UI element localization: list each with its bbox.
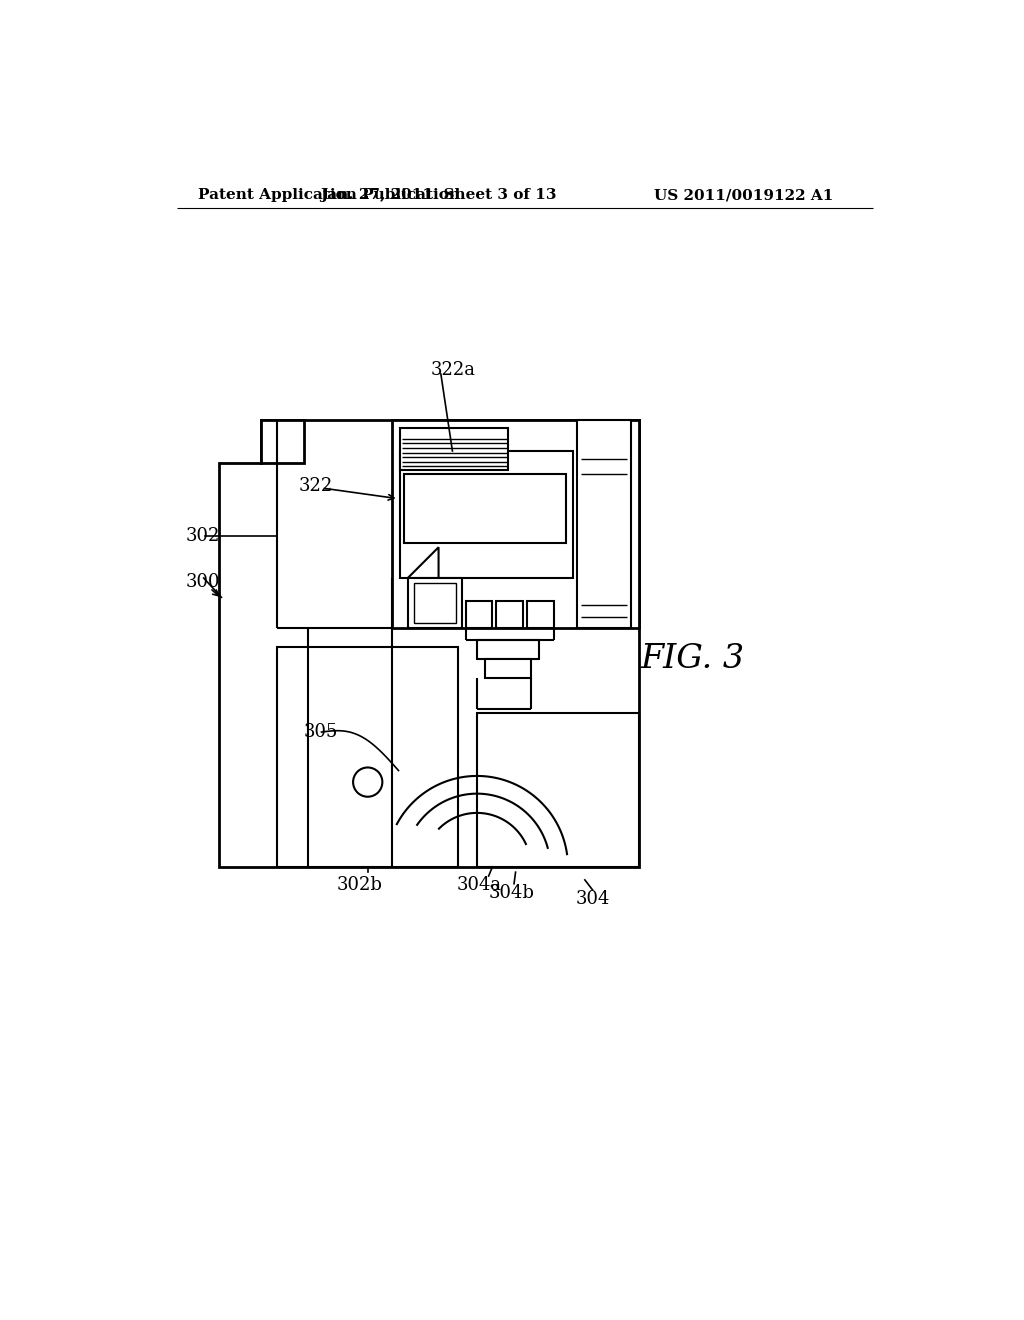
Text: 300: 300 <box>186 573 220 591</box>
Bar <box>466 601 493 628</box>
Bar <box>261 420 304 462</box>
Text: 304b: 304b <box>488 884 535 902</box>
Text: 322: 322 <box>298 477 333 495</box>
Bar <box>527 601 554 628</box>
Bar <box>477 640 539 659</box>
Text: 302: 302 <box>186 527 220 545</box>
Text: Patent Application Publication: Patent Application Publication <box>199 189 461 202</box>
Text: FIG. 3: FIG. 3 <box>641 643 744 675</box>
Text: Jan. 27, 2011  Sheet 3 of 13: Jan. 27, 2011 Sheet 3 of 13 <box>321 189 557 202</box>
Text: 302b: 302b <box>337 876 383 894</box>
Bar <box>484 659 531 678</box>
Text: 304a: 304a <box>457 876 502 894</box>
Bar <box>403 474 565 544</box>
Text: 305: 305 <box>304 723 338 741</box>
Text: 304: 304 <box>575 890 609 908</box>
Bar <box>400 451 573 578</box>
Bar <box>477 713 639 867</box>
Bar <box>400 428 508 470</box>
Bar <box>497 601 523 628</box>
Bar <box>392 420 639 628</box>
Text: US 2011/0019122 A1: US 2011/0019122 A1 <box>654 189 834 202</box>
Bar <box>276 647 458 867</box>
Bar <box>578 420 631 628</box>
Text: 322a: 322a <box>431 362 476 379</box>
Bar <box>414 582 456 623</box>
Bar <box>408 578 462 628</box>
